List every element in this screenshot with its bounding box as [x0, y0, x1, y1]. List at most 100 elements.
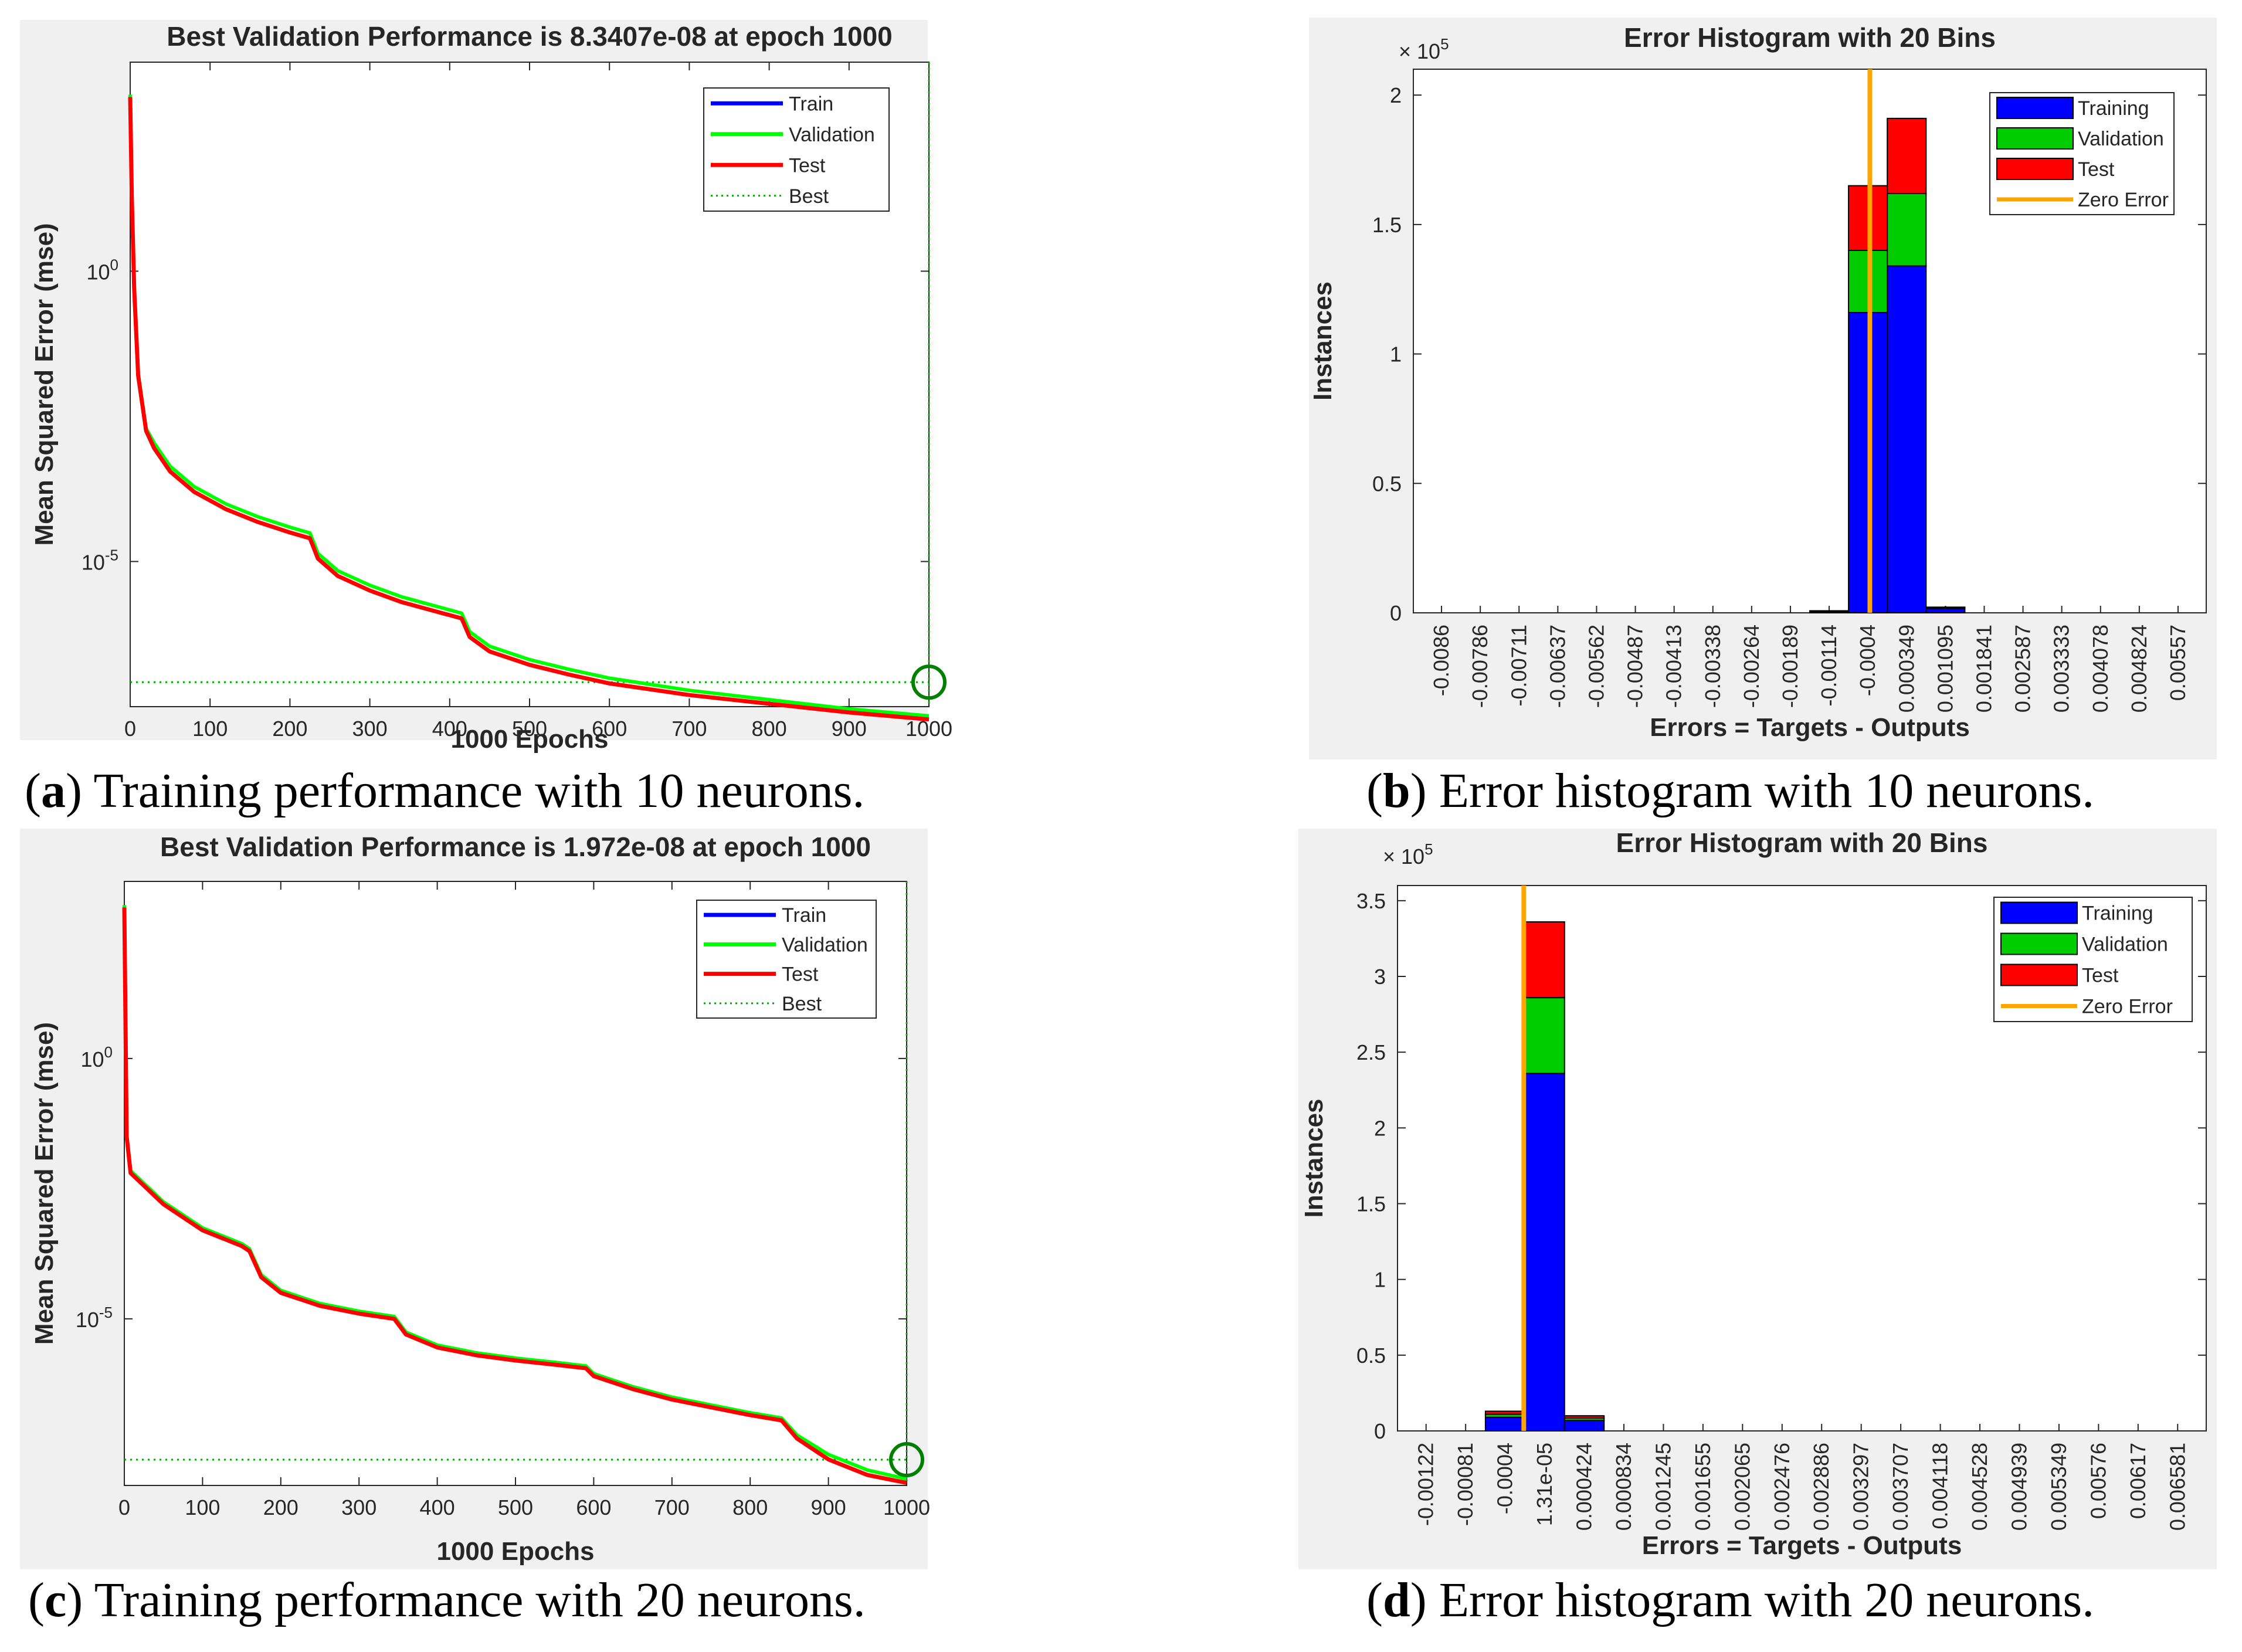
chart-title: Best Validation Performance is 8.3407e-0… [167, 21, 893, 52]
bar-segment-test [1809, 610, 1850, 612]
x-tick-label: 0.003333 [2050, 625, 2074, 713]
bar-segment-training [1484, 1416, 1526, 1431]
bar-segment-test [1925, 606, 1966, 609]
chart-title: Error Histogram with 20 Bins [1624, 22, 1996, 53]
x-tick-label: 300 [341, 1495, 377, 1519]
x-tick-label: 100 [192, 717, 228, 741]
x-tick-label: 1000 [883, 1495, 930, 1519]
chart-title: Error Histogram with 20 Bins [1616, 827, 1988, 858]
legend-label-test: Test [789, 154, 826, 177]
y-tick-label: 0.5 [1356, 1344, 1386, 1368]
x-tick-label: 800 [752, 717, 787, 741]
y-tick-label: 3 [1374, 965, 1386, 989]
x-axis-label: 1000 Epochs [436, 1537, 594, 1566]
bar-segment-test [1484, 1410, 1526, 1415]
bar-segment-validation [1524, 997, 1565, 1074]
legend-label-validation: Validation [2078, 128, 2164, 150]
y-tick-label: 100 [80, 1043, 113, 1071]
bar-segment-test [1887, 117, 1927, 194]
series-line-test [128, 97, 930, 722]
y-tick-label: 1 [1390, 342, 1402, 367]
legend-swatch-training [2000, 901, 2078, 924]
y-tick-label: 0 [1374, 1419, 1386, 1443]
x-tick-label: -0.00264 [1739, 625, 1763, 708]
x-tick-label: 0.00617 [2126, 1443, 2150, 1519]
x-tick-label: 0.000834 [1612, 1443, 1636, 1531]
x-tick-label: 100 [185, 1495, 220, 1519]
bar-segment-training [1524, 1073, 1565, 1432]
chart-title: Best Validation Performance is 1.972e-08… [160, 832, 871, 862]
y-tick-base: 10 [76, 1308, 99, 1332]
x-tick-label: 200 [272, 717, 307, 741]
best-marker-circle [911, 664, 947, 700]
x-tick-label: 0.003707 [1888, 1443, 1912, 1531]
bar-segment-test [1524, 921, 1565, 999]
x-tick-label: 0.003297 [1849, 1443, 1873, 1531]
y-tick-exponent: 0 [110, 256, 118, 273]
x-tick-label: -0.00338 [1701, 625, 1725, 708]
y-tick-label: 1.5 [1356, 1192, 1386, 1216]
y-tick-label: 1.5 [1372, 213, 1402, 237]
x-tick-label: 400 [420, 1495, 455, 1519]
x-tick-label: 300 [352, 717, 388, 741]
y-tick-exponent: -5 [105, 546, 118, 564]
bar-segment-training [1563, 1419, 1605, 1432]
y-axis-label: Mean Squared Error (mse) [30, 1022, 59, 1345]
x-tick-label: 500 [512, 717, 547, 741]
bar-segment-training [1887, 265, 1927, 613]
x-tick-label: 400 [432, 717, 467, 741]
y-axis-label: Mean Squared Error (mse) [30, 223, 59, 545]
y-tick-label: 0 [1390, 601, 1402, 625]
y-tick-label: 0.5 [1372, 471, 1402, 496]
caption-d: (d) Error histogram with 20 neurons. [1366, 1573, 2095, 1627]
legend-box [696, 900, 877, 1019]
bar-segment-validation [1887, 192, 1927, 267]
x-tick-label: 0.002065 [1730, 1443, 1754, 1531]
x-tick-label: -0.00637 [1545, 625, 1569, 708]
legend-label-zero-error: Zero Error [2082, 996, 2173, 1018]
x-tick-label: 0.005349 [2047, 1443, 2071, 1531]
x-tick-label: -0.0086 [1429, 625, 1453, 696]
x-tick-label: 0.00557 [2166, 625, 2190, 701]
y-axis-multiplier: × 105 [1399, 35, 1449, 63]
x-tick-label: -0.00487 [1623, 625, 1647, 708]
legend-label-best: Best [782, 993, 822, 1015]
legend-swatch-validation [1996, 127, 2074, 150]
x-tick-label: -0.00786 [1468, 625, 1492, 708]
y-tick-exponent: 0 [104, 1043, 113, 1061]
y-tick-label: 1 [1374, 1268, 1386, 1292]
x-tick-label: 0.004528 [1968, 1443, 1992, 1531]
x-tick-label: 0.001841 [1972, 625, 1996, 713]
legend-swatch-training [1996, 97, 2074, 119]
x-tick-label: -0.00189 [1778, 625, 1802, 708]
legend-label-train: Train [789, 93, 833, 115]
x-tick-label: 0.002886 [1809, 1443, 1833, 1531]
legend-label-best: Best [789, 185, 829, 208]
y-tick-label: 100 [86, 256, 118, 284]
legend-swatch-test [2000, 964, 2078, 986]
x-tick-label: 200 [263, 1495, 299, 1519]
x-tick-label: -0.00711 [1507, 625, 1531, 706]
x-tick-label: 700 [671, 717, 707, 741]
y-tick-base: 10 [82, 550, 105, 574]
y-tick-label: 10-5 [82, 546, 118, 574]
y-tick-label: 2.5 [1356, 1040, 1386, 1064]
y-tick-base: 10 [86, 260, 110, 284]
y-tick-exponent: -5 [99, 1304, 113, 1321]
x-tick-label: -0.0004 [1856, 625, 1880, 696]
x-tick-label: 1.31e-05 [1532, 1443, 1556, 1526]
x-tick-label: 0.000424 [1572, 1443, 1596, 1531]
y-axis-label: Instances [1300, 1099, 1328, 1218]
x-tick-label: 0.006581 [2165, 1443, 2189, 1531]
legend-label-validation: Validation [782, 934, 868, 956]
x-tick-label: 0 [124, 717, 136, 741]
x-tick-label: -0.00413 [1662, 625, 1686, 708]
x-tick-label: 600 [592, 717, 627, 741]
x-tick-label: -0.00122 [1414, 1443, 1438, 1526]
x-tick-label: 0.00576 [2086, 1443, 2110, 1519]
x-tick-label: 1000 [905, 717, 952, 741]
legend-swatch-validation [2000, 932, 2078, 955]
x-tick-label: 0.001095 [1933, 625, 1957, 713]
multiplier-base: × 10 [1399, 39, 1440, 63]
